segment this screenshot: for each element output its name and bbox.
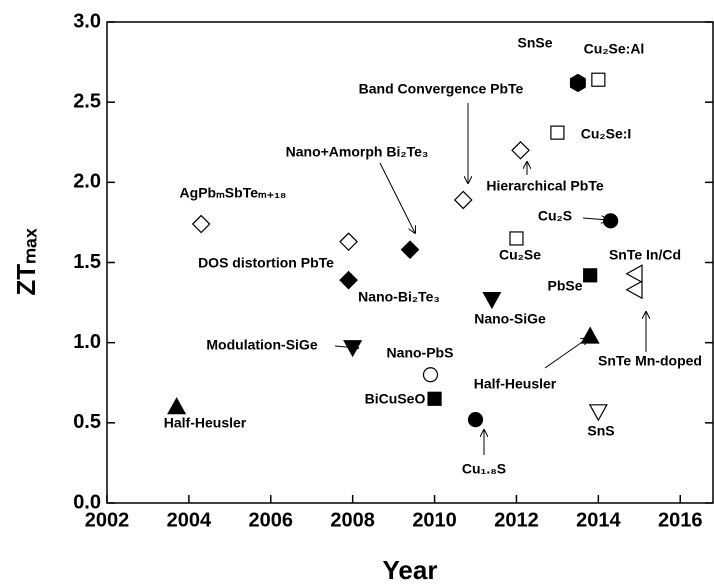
x-tick-label: 2006 [249, 509, 294, 531]
y-tick-label: 1.5 [73, 251, 101, 273]
x-tick-label: 2002 [85, 509, 130, 531]
x-tick-label: 2004 [167, 509, 212, 531]
x-tick-label: 2010 [412, 509, 457, 531]
point [625, 264, 643, 284]
point-label: Cu₂Se [499, 247, 541, 263]
point [400, 240, 420, 260]
point-label: Nano-SiGe [474, 311, 546, 327]
x-tick-label: 2014 [576, 509, 621, 531]
point [603, 213, 619, 229]
y-tick-label: 2.5 [73, 90, 101, 112]
x-tick-label: 2016 [658, 509, 703, 531]
y-tick-label: 3.0 [73, 10, 101, 32]
x-axis-label: Year [383, 555, 438, 585]
x-tick-label: 2012 [494, 509, 539, 531]
point [343, 340, 363, 358]
point-label: PbSe [547, 278, 582, 294]
point-label: Modulation-SiGe [206, 337, 317, 353]
point [467, 412, 484, 428]
arrow [379, 162, 415, 233]
point-label: AgPbₘSbTeₘ₊₁₈ [180, 185, 287, 201]
point [339, 232, 358, 252]
point-label: SnSe [517, 35, 552, 51]
point-label: Cu₂Se:I [581, 126, 632, 142]
arrow [334, 346, 358, 348]
point-label: Nano-Bi₂Te₃ [358, 289, 440, 305]
point-label: Cu₂Se:Al [584, 41, 645, 57]
point-label: Nano+Amorph Bi₂Te₃ [286, 144, 429, 160]
point-label: Hierarchical PbTe [486, 178, 603, 194]
point [453, 190, 473, 210]
y-tick-label: 0.5 [73, 411, 101, 433]
point [482, 291, 502, 310]
point [339, 270, 358, 290]
point-label: Band Convergence PbTe [359, 81, 524, 97]
point [191, 214, 211, 234]
point [509, 231, 524, 246]
point-label: SnTe In/Cd [609, 247, 681, 263]
point-label: Cu₂S [538, 208, 572, 224]
x-tick-label: 2008 [330, 509, 375, 531]
point-label: DOS distortion PbTe [198, 255, 334, 271]
arrow [582, 218, 608, 220]
y-tick-label: 2.0 [73, 171, 101, 193]
point-label: Nano-PbS [387, 345, 454, 361]
arrow [544, 338, 588, 369]
point [427, 391, 442, 406]
point [422, 367, 439, 383]
point [583, 268, 598, 283]
point [588, 404, 608, 422]
point-label: SnTe Mn-doped [598, 353, 702, 369]
point [625, 280, 643, 300]
point [569, 73, 586, 93]
point-label: Half-Heusler [474, 376, 557, 392]
y-tick-label: 0.0 [73, 491, 101, 513]
point-label: Half-Heusler [164, 415, 247, 431]
point [550, 125, 565, 140]
point [167, 397, 187, 415]
point-label: Cu₁.₈S [462, 461, 506, 477]
point [511, 140, 530, 160]
point [591, 72, 606, 87]
y-tick-label: 1.0 [73, 331, 101, 353]
point-label: BiCuSeO [365, 391, 426, 407]
y-axis-label: ZTₘₐₓ [11, 228, 41, 296]
point-label: SnS [587, 423, 614, 439]
